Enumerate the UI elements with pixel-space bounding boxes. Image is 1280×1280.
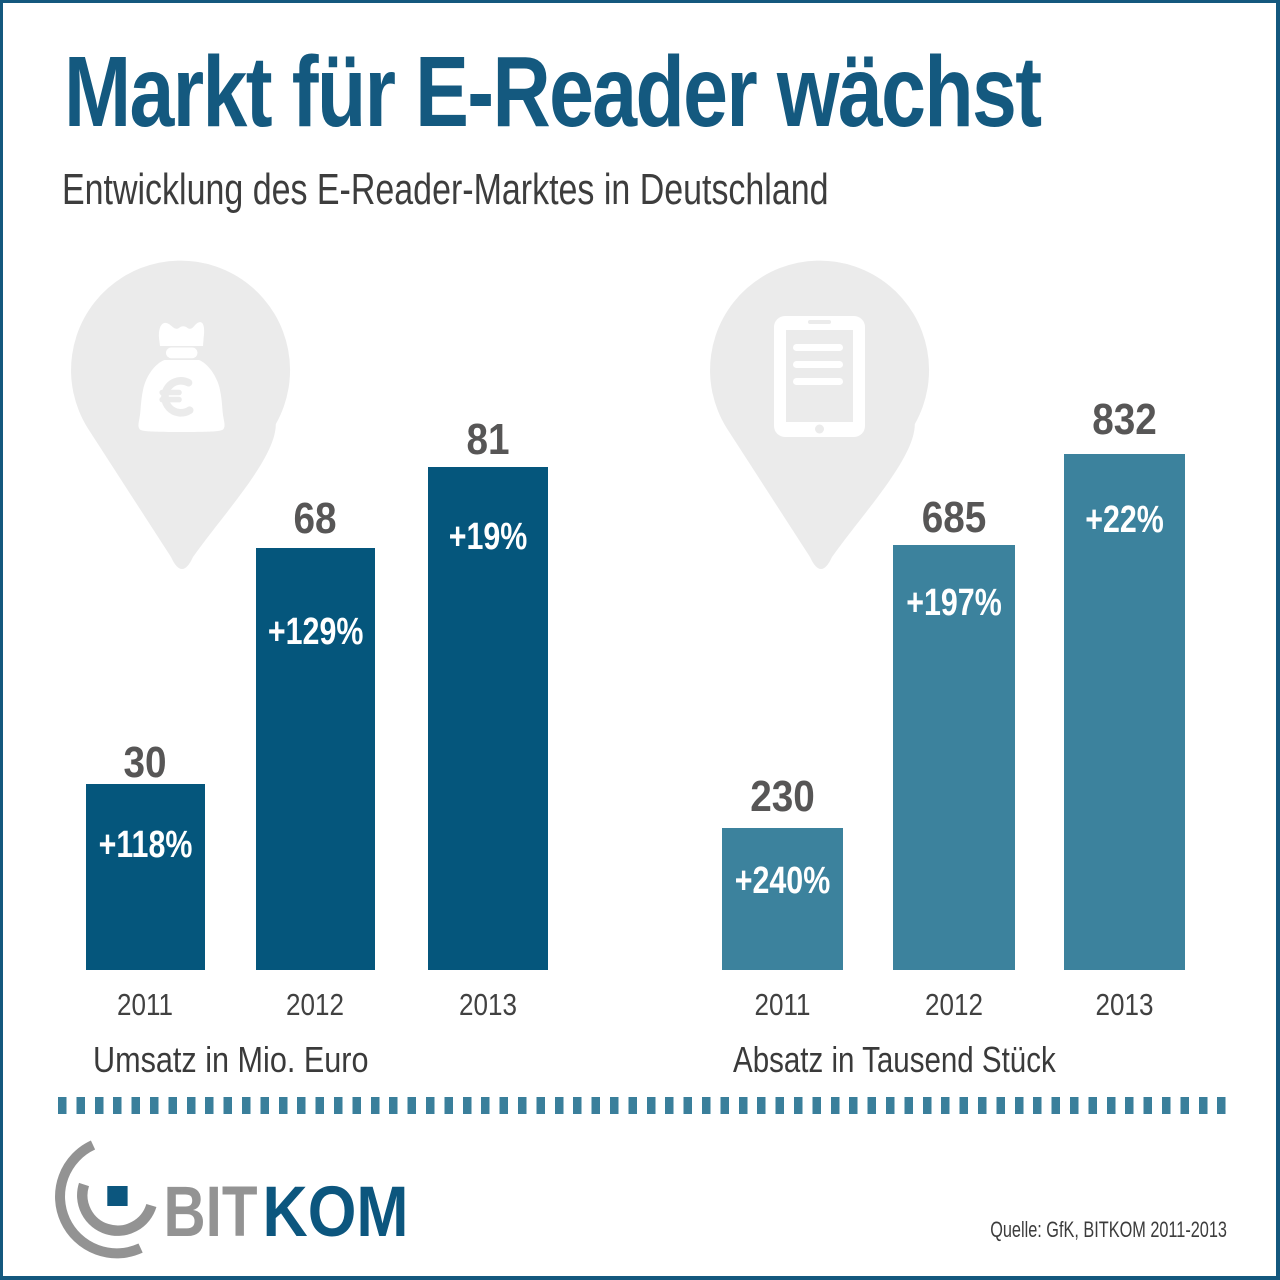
svg-text:KOM: KOM: [263, 1173, 409, 1252]
svg-text:BIT: BIT: [164, 1173, 258, 1252]
